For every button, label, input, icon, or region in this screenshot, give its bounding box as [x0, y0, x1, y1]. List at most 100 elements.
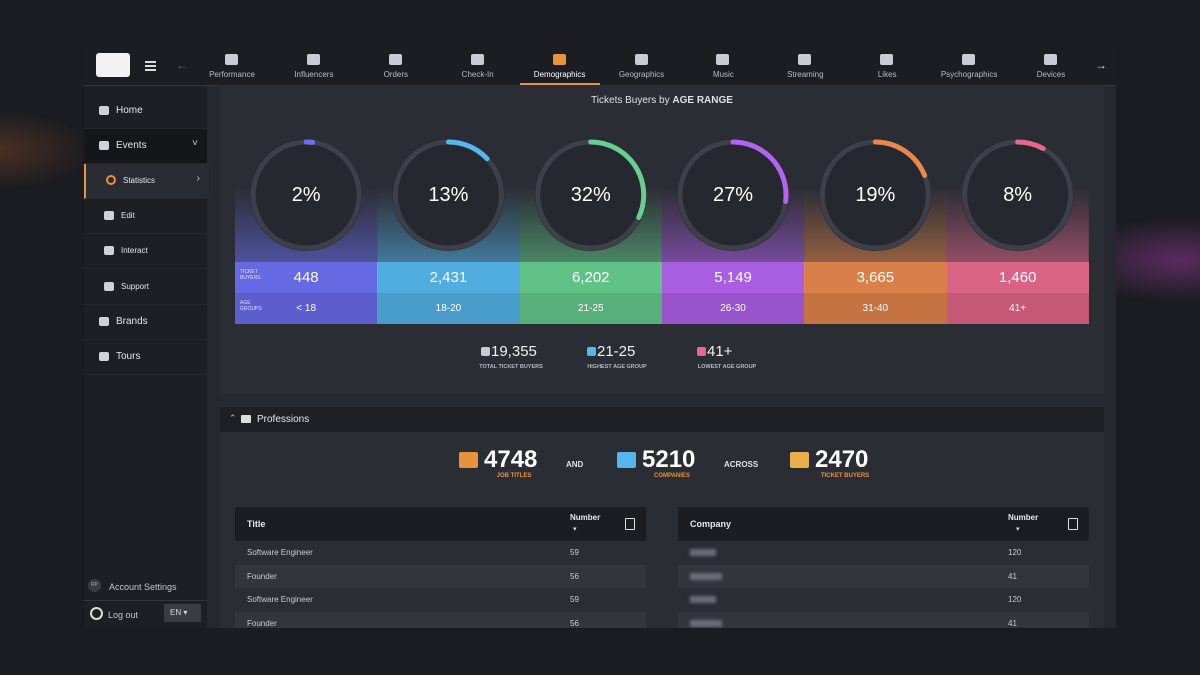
age-group: 26-30 — [720, 303, 746, 314]
buyers-value: 6,202 — [571, 269, 610, 286]
nav-label: Geographics — [618, 70, 665, 79]
table-cell: 41 — [1008, 571, 1017, 581]
sidebar-item[interactable]: Tours — [84, 340, 207, 375]
logo[interactable] — [96, 53, 130, 77]
sidebar-item[interactable]: Edit — [84, 199, 207, 234]
top-nav: ← → Performance Influencers Orders Check-In… — [84, 47, 1116, 86]
summary-label: HIGHEST AGE GROUP — [587, 364, 647, 370]
sidebar-icon — [104, 246, 114, 255]
buyers-cell — [804, 262, 947, 293]
nav-tab[interactable]: Demographics — [519, 47, 600, 85]
nav-icon — [1044, 54, 1057, 65]
nav-icon — [552, 54, 566, 65]
ring-arc — [819, 139, 931, 251]
age-group: 21-25 — [577, 303, 604, 314]
nav-label: Performance — [209, 70, 255, 79]
nav-icon — [388, 54, 402, 65]
nav-icon — [634, 54, 648, 65]
summary-label: TOTAL TICKET BUYERS — [479, 364, 543, 370]
connector: ACROSS — [724, 460, 759, 469]
percent-label: 19% — [855, 184, 896, 206]
table-header — [235, 507, 646, 541]
chevron: ˅ — [192, 138, 198, 149]
blurred-name — [690, 572, 722, 580]
prev-arrow[interactable]: ← — [176, 58, 188, 72]
nav-tab[interactable]: Streaming — [765, 47, 845, 85]
nav-tab[interactable]: Psychographics — [929, 47, 1009, 85]
nav-label: Check-In — [461, 70, 494, 79]
table-cell: Software Engineer — [247, 548, 313, 557]
group-cell — [519, 293, 663, 324]
age-group: 41+ — [1009, 303, 1027, 314]
professions-header[interactable]: ⌃ Professions — [220, 407, 1104, 432]
nav-label: Demographics — [533, 70, 586, 79]
nav-tab[interactable]: Geographics — [602, 47, 682, 85]
table-row — [235, 564, 646, 588]
column-header[interactable]: Number — [1008, 513, 1039, 522]
copy-icon[interactable] — [625, 518, 635, 530]
sidebar-item[interactable]: Brands — [84, 305, 207, 340]
sidebar-label: Events — [116, 140, 147, 151]
blurred-name — [690, 619, 722, 627]
sidebar-icon — [99, 106, 109, 115]
buyers-value: 5,149 — [714, 269, 752, 286]
sidebar-label: Interact — [121, 246, 148, 255]
nav-tab[interactable]: Check-In — [438, 47, 518, 85]
group-cell — [946, 293, 1090, 324]
percent-label: 8% — [1003, 184, 1033, 206]
percent-label: 32% — [570, 184, 611, 206]
table-cell: 41 — [1008, 618, 1017, 628]
sidebar-footer — [84, 600, 207, 628]
sidebar-item[interactable]: Statistics › — [84, 164, 209, 199]
professions-title: Professions — [257, 414, 310, 425]
nav-label: Devices — [1036, 70, 1066, 79]
nav-tab[interactable]: Music — [683, 47, 763, 85]
sidebar-icon — [99, 352, 109, 361]
copy-icon[interactable] — [1068, 518, 1078, 530]
nav-icon — [470, 54, 484, 65]
ring-arc — [250, 139, 362, 251]
sidebar-item[interactable]: Interact — [84, 234, 207, 269]
buyers-value: 3,665 — [856, 269, 895, 286]
account-settings[interactable]: Account Settings — [109, 582, 177, 592]
nav-tab[interactable]: Performance — [192, 47, 272, 85]
summary-icon — [697, 347, 706, 356]
sidebar-item[interactable]: Events ˅ — [84, 129, 207, 164]
buyers-value: 1,460 — [998, 269, 1037, 286]
buyers-cell — [519, 262, 663, 293]
nav-label: Psychographics — [940, 70, 998, 79]
language-select[interactable]: EN ▾ — [164, 604, 201, 622]
stat-icon — [790, 452, 809, 468]
nav-tab[interactable]: Orders — [356, 47, 436, 85]
ring-backdrop — [961, 139, 1074, 251]
column-header[interactable]: Number — [570, 513, 601, 522]
next-arrow[interactable]: → — [1095, 58, 1107, 72]
nav-label: Influencers — [294, 70, 334, 79]
table-cell: Software Engineer — [247, 595, 313, 604]
ring-backdrop — [392, 139, 505, 251]
column-header: Company — [690, 519, 732, 529]
nav-tab[interactable]: Devices — [1011, 47, 1091, 85]
sidebar-item[interactable]: Home — [84, 94, 207, 129]
table-row — [678, 611, 1089, 628]
sidebar-label: Tours — [116, 351, 141, 362]
sidebar-label: Home — [116, 105, 143, 116]
ring-arc — [535, 139, 647, 251]
sidebar: RP Account Settings Log out EN ▾ Home Eve… — [84, 86, 209, 628]
app-window: ← → Performance Influencers Orders Check-In… — [84, 47, 1116, 628]
nav-icon — [798, 54, 812, 65]
table-cell: 120 — [1008, 595, 1022, 604]
connector: AND — [566, 460, 584, 469]
nav-label: Streaming — [787, 70, 824, 79]
sidebar-label: Brands — [116, 316, 148, 327]
group-cell — [235, 293, 378, 324]
sidebar-item[interactable]: Support — [84, 270, 207, 305]
nav-tab[interactable]: Likes — [847, 47, 927, 85]
logout[interactable]: Log out — [108, 610, 139, 620]
logout-icon — [90, 607, 103, 620]
menu-button[interactable] — [145, 61, 156, 63]
summary-icon — [587, 347, 596, 356]
nav-label: Likes — [877, 70, 897, 79]
nav-icon — [716, 54, 730, 65]
nav-tab[interactable]: Influencers — [274, 47, 354, 85]
